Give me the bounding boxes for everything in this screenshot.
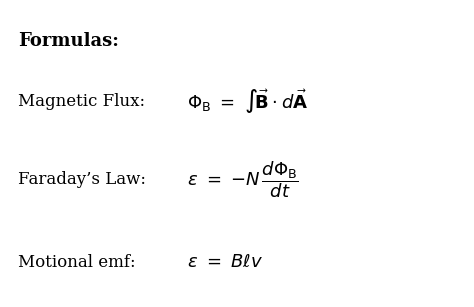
Text: $\varepsilon \ = \ {-}N\,\dfrac{d\Phi_{\mathrm{B}}}{dt}$: $\varepsilon \ = \ {-}N\,\dfrac{d\Phi_{\…	[187, 159, 299, 200]
Text: $\varepsilon \ = \ B\ell v$: $\varepsilon \ = \ B\ell v$	[187, 254, 264, 271]
Text: Motional emf:: Motional emf:	[18, 254, 136, 271]
Text: Faraday’s Law:: Faraday’s Law:	[18, 171, 146, 188]
Text: Formulas:: Formulas:	[18, 32, 119, 50]
Text: Magnetic Flux:: Magnetic Flux:	[18, 93, 145, 110]
Text: $\Phi_{\mathrm{B}} \ = \ \int\!\vec{\mathbf{B}} \cdot d\vec{\mathbf{A}}$: $\Phi_{\mathrm{B}} \ = \ \int\!\vec{\mat…	[187, 87, 309, 115]
